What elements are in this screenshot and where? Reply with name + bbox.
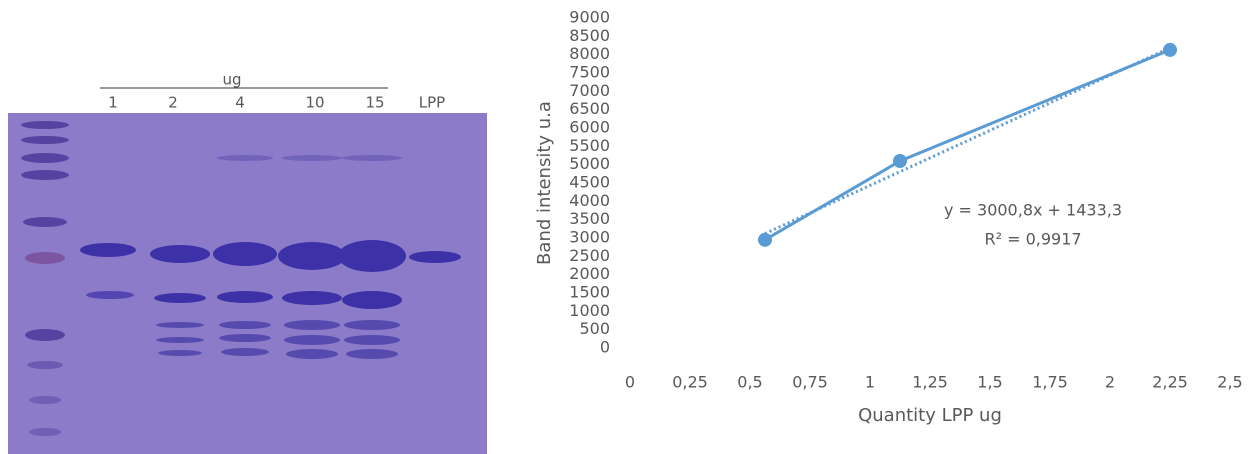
y-tick-label: 3000 [569,228,610,247]
y-axis-title: Band intensity u.a [534,101,555,265]
y-tick-label: 2000 [569,264,610,283]
data-point [1163,42,1177,57]
data-point [758,232,772,247]
x-tick-label: 1,25 [912,373,948,392]
y-tick-label: 8500 [569,26,610,45]
x-axis-title: Quantity LPP ug [858,405,1002,426]
trendline-r2: R² = 0,9917 [984,230,1081,249]
lane-label: 2 [168,94,178,112]
lane-label: LPP [419,94,445,112]
x-tick-label: 0,5 [737,373,762,392]
y-tick-label: 2500 [569,246,610,265]
x-tick-label: 0 [625,373,635,392]
data-point [893,154,907,168]
y-tick-label: 1500 [569,283,610,302]
x-tick-label: 1,5 [977,373,1002,392]
y-tick-label: 7000 [569,81,610,100]
x-tick-label: 0,25 [672,373,708,392]
y-tick-label: 8000 [569,44,610,63]
x-tick-label: 2,25 [1152,373,1188,392]
trendline-equation: y = 3000,8x + 1433,3 [944,201,1122,220]
lane-label: 15 [365,94,384,112]
lane-label: 4 [235,94,245,112]
y-tick-label: 500 [579,319,610,338]
y-tick-label: 9000 [569,8,610,27]
y-tick-label: 5000 [569,154,610,173]
y-tick-label: 6000 [569,118,610,137]
gel-image [8,113,487,454]
y-tick-label: 4000 [569,191,610,210]
lane-label: 1 [108,94,118,112]
y-tick-label: 0 [600,338,610,357]
chart: Band intensity u.a Quantity LPP ug y = 3… [534,8,1243,427]
y-tick-label: 5500 [569,136,610,155]
gel-figure: ug 1 2 4 10 15 LPP [8,71,487,454]
y-tick-label: 7500 [569,63,610,82]
lane-label: 10 [305,94,324,112]
x-tick-label: 0,75 [792,373,828,392]
x-tick-label: 2,5 [1217,373,1242,392]
x-tick-label: 2 [1105,373,1115,392]
y-tick-label: 4500 [569,173,610,192]
y-tick-label: 6500 [569,99,610,118]
x-tick-label: 1 [865,373,875,392]
y-tick-label: 3500 [569,209,610,228]
gel-header: ug [222,71,241,89]
x-tick-label: 1,75 [1032,373,1068,392]
y-tick-label: 1000 [569,301,610,320]
